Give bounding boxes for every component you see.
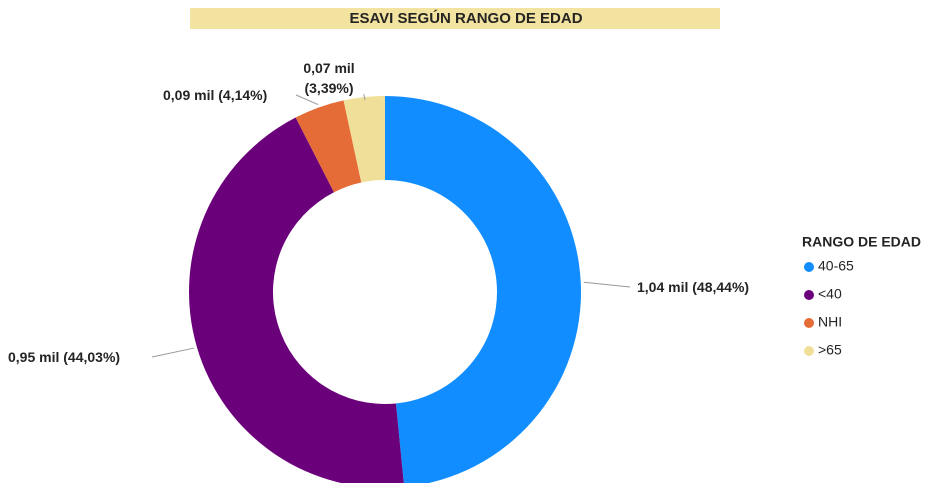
- data-label: 0,95 mil (44,03%): [8, 349, 121, 365]
- slice: [343, 96, 385, 183]
- data-label: 0,09 mil (4,14%): [163, 87, 268, 103]
- slice: [385, 96, 581, 483]
- leader-line: [583, 281, 631, 288]
- legend-label: >65: [818, 342, 842, 358]
- legend-marker: [804, 262, 814, 272]
- legend-title: RANGO DE EDAD: [802, 234, 921, 250]
- legend-marker: [804, 346, 814, 356]
- slice: [189, 117, 404, 483]
- legend-label: NHI: [818, 314, 842, 330]
- chart-title: ESAVI SEGÚN RANGO DE EDAD: [349, 9, 582, 27]
- data-label: 1,04 mil (48,44%): [637, 279, 750, 295]
- title-band: [190, 8, 720, 29]
- leader-line: [295, 94, 319, 106]
- legend-marker: [804, 290, 814, 300]
- leader-line: [363, 94, 366, 101]
- legend-label: <40: [818, 286, 842, 302]
- legend-label: 40-65: [818, 258, 854, 274]
- slice: [295, 100, 362, 193]
- leader-line: [151, 347, 195, 358]
- legend-marker: [804, 318, 814, 328]
- data-label: 0,07 mil (3,39%): [303, 60, 355, 96]
